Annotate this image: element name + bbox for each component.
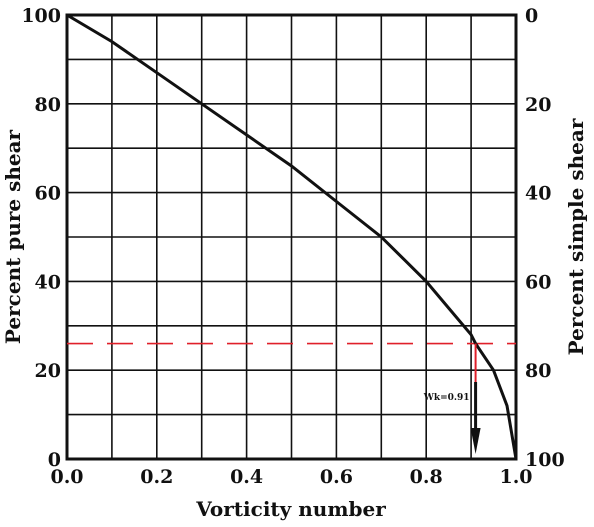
y2-tick-label: 20: [525, 94, 551, 116]
y-tick-label: 20: [35, 360, 61, 382]
y2-tick-label: 0: [525, 5, 538, 27]
y2-tick-labels: 100 80 60 40 20 0: [525, 5, 565, 471]
y2-tick-label: 40: [525, 183, 551, 205]
x-tick-label: 0.2: [140, 466, 173, 488]
y-axis-title: Percent pure shear: [1, 129, 25, 344]
y-tick-label: 60: [35, 183, 61, 205]
y-tick-label: 100: [21, 5, 61, 27]
x-tick-label: 0.6: [320, 466, 353, 488]
y2-axis-title: Percent simple shear: [564, 118, 588, 355]
y-tick-label: 80: [35, 94, 61, 116]
x-tick-label: 0.8: [410, 466, 443, 488]
y-tick-label: 0: [48, 449, 61, 471]
annotation-label: Wk=0.91: [423, 393, 470, 403]
x-tick-label: 0.4: [230, 466, 263, 488]
y2-tick-label: 80: [525, 360, 551, 382]
x-tick-labels: 0.0 0.2 0.4 0.6 0.8 1.0: [50, 466, 532, 488]
series-line: [66, 13, 518, 460]
y2-tick-label: 60: [525, 271, 551, 293]
x-axis-title: Vorticity number: [195, 497, 386, 521]
y-tick-label: 40: [35, 271, 61, 293]
y-tick-labels: 0 20 40 60 80 100: [21, 5, 61, 471]
annotation-layer: Wk=0.91: [423, 343, 481, 454]
x-tick-label: 0.0: [50, 466, 83, 488]
x-tick-label: 1.0: [499, 466, 532, 488]
annotation-arrow-head: [470, 428, 481, 454]
y2-tick-label: 100: [525, 449, 565, 471]
plot-frame: [65, 13, 518, 461]
